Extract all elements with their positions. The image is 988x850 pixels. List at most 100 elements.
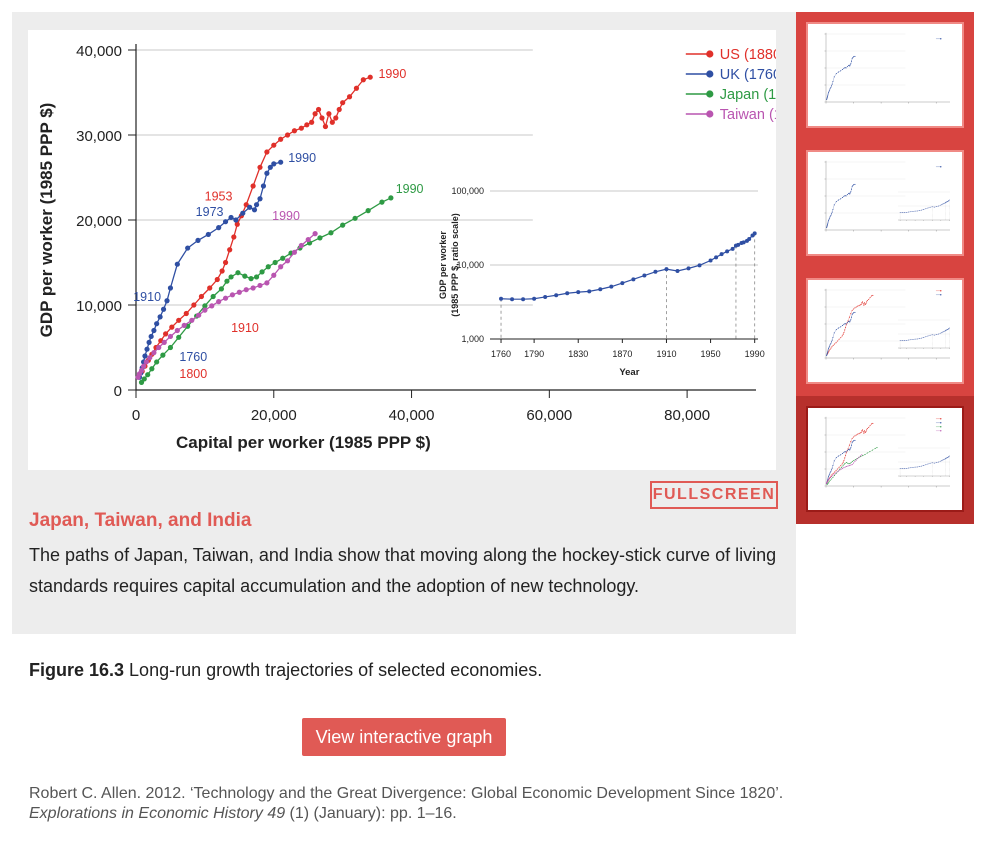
- data-point: [829, 219, 830, 220]
- data-point: [826, 354, 827, 355]
- thumbnail-step-1[interactable]: [796, 12, 974, 140]
- data-point: [859, 305, 860, 306]
- inset-data-point: [902, 212, 903, 213]
- data-point: [854, 56, 855, 57]
- data-point: [848, 463, 849, 464]
- data-point: [144, 359, 149, 364]
- data-point: [206, 232, 211, 237]
- inset-data-point: [938, 462, 939, 463]
- inset-data-point: [910, 339, 911, 340]
- inset-data-point: [943, 332, 944, 333]
- data-point: [195, 238, 200, 243]
- data-point: [852, 314, 853, 315]
- thumbnail-step-2[interactable]: [796, 140, 974, 268]
- inset-data-point: [932, 206, 933, 207]
- data-point: [850, 191, 851, 192]
- data-point: [835, 473, 836, 474]
- legend: [936, 418, 942, 431]
- inset-chart: [898, 448, 950, 477]
- fullscreen-button[interactable]: FULLSCREEN: [650, 481, 778, 509]
- data-point: [261, 183, 266, 188]
- data-point: [831, 474, 832, 475]
- view-interactive-graph-button[interactable]: View interactive graph: [302, 718, 506, 756]
- data-point: [847, 450, 848, 451]
- inset-x-tick-label: 1870: [612, 349, 632, 359]
- inset-data-point: [908, 212, 909, 213]
- data-point: [831, 341, 832, 342]
- inset-data-point: [900, 340, 901, 341]
- data-point: [257, 196, 262, 201]
- legend-entry: Japan (1870–1990): [720, 87, 776, 103]
- main-chart: [824, 33, 950, 104]
- inset-data-point: [908, 340, 909, 341]
- data-point: [285, 132, 290, 137]
- data-point: [827, 223, 828, 224]
- data-point: [868, 427, 869, 428]
- inset-x-tick-label: 1790: [524, 349, 544, 359]
- inset-data-point: [510, 297, 514, 301]
- inset-y-tick-label: 1,000: [461, 334, 484, 344]
- data-point: [219, 286, 224, 291]
- inset-x-tick-label: 1950: [701, 349, 721, 359]
- legend-marker: [940, 290, 941, 291]
- inset-x-axis-title: Year: [619, 367, 639, 378]
- data-point: [861, 430, 862, 431]
- data-point: [827, 481, 828, 482]
- data-point: [840, 198, 841, 199]
- data-point: [872, 295, 873, 296]
- inset-data-point: [923, 209, 924, 210]
- data-point: [854, 184, 855, 185]
- data-point: [306, 237, 311, 242]
- inset-data-point: [944, 331, 945, 332]
- thumbnail-step-3[interactable]: [796, 268, 974, 396]
- inset-data-point: [565, 291, 569, 295]
- data-point: [830, 344, 831, 345]
- data-point: [209, 303, 214, 308]
- data-point: [844, 67, 845, 68]
- data-point: [827, 483, 828, 484]
- data-point: [264, 171, 269, 176]
- data-point: [849, 65, 850, 66]
- inset-data-point: [945, 331, 946, 332]
- data-point: [838, 200, 839, 201]
- data-point: [848, 465, 849, 466]
- data-point: [853, 437, 854, 438]
- data-point: [840, 326, 841, 327]
- inset-data-point: [902, 468, 903, 469]
- data-point: [871, 423, 872, 424]
- data-point: [844, 464, 845, 465]
- data-point: [827, 224, 828, 225]
- data-point: [848, 193, 849, 194]
- thumbnail-step-4[interactable]: [796, 396, 974, 524]
- data-point: [146, 340, 151, 345]
- data-point: [829, 90, 830, 91]
- data-point: [861, 432, 862, 433]
- data-point: [845, 323, 846, 324]
- data-point: [842, 468, 843, 469]
- data-point: [866, 301, 867, 302]
- data-point: [836, 342, 837, 343]
- data-point: [856, 434, 857, 435]
- data-point: [834, 472, 835, 473]
- data-point: [271, 161, 276, 166]
- data-point: [855, 459, 856, 460]
- data-point: [843, 467, 844, 468]
- inset-x-tick-label: 1990: [745, 349, 765, 359]
- data-point: [211, 294, 216, 299]
- data-point: [852, 58, 853, 59]
- data-point: [867, 453, 868, 454]
- data-point: [853, 460, 854, 461]
- inset-data-point: [923, 465, 924, 466]
- legend-marker: [940, 166, 941, 167]
- data-point: [834, 475, 835, 476]
- data-point: [854, 435, 855, 436]
- data-point: [868, 299, 869, 300]
- data-point: [182, 323, 187, 328]
- data-point: [828, 482, 829, 483]
- data-point: [861, 304, 862, 305]
- inset-data-point: [753, 231, 757, 235]
- thumbnail-chart: [812, 28, 958, 122]
- data-point: [347, 94, 352, 99]
- data-point: [849, 465, 850, 466]
- data-point: [849, 317, 850, 318]
